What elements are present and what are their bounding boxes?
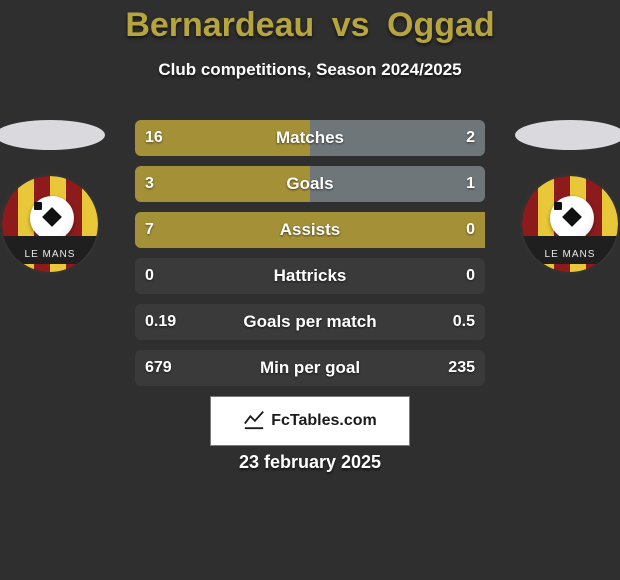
comparison-infographic: Bernardeau vs Oggad Club competitions, S… <box>0 0 620 580</box>
chart-icon <box>243 408 265 435</box>
stat-label: Goals <box>135 166 485 202</box>
stat-label: Goals per match <box>135 304 485 340</box>
stat-row: 70Assists <box>135 212 485 248</box>
stat-label: Assists <box>135 212 485 248</box>
stat-label: Hattricks <box>135 258 485 294</box>
crest-text: LE MANS <box>522 236 618 264</box>
subtitle: Club competitions, Season 2024/2025 <box>0 60 620 80</box>
player1-shadow-ellipse <box>0 120 105 150</box>
stat-label: Min per goal <box>135 350 485 386</box>
stats-table: 162Matches 31Goals 70Assists 00Hattricks 0.1… <box>135 120 485 396</box>
player1-club-crest: 72 LE MANS <box>0 174 100 274</box>
date-label: 23 february 2025 <box>0 452 620 473</box>
stat-row: 679235Min per goal <box>135 350 485 386</box>
page-title: Bernardeau vs Oggad <box>0 6 620 45</box>
stat-row: 162Matches <box>135 120 485 156</box>
attribution-badge: FcTables.com <box>210 396 410 446</box>
attribution-text: FcTables.com <box>271 412 377 430</box>
player2-badge-area: 72 LE MANS <box>510 80 620 380</box>
stat-row: 00Hattricks <box>135 258 485 294</box>
title-vs: vs <box>332 6 370 44</box>
player1-badge-area: 72 LE MANS <box>0 80 110 380</box>
player2-shadow-ellipse <box>515 120 620 150</box>
player2-club-crest: 72 LE MANS <box>520 174 620 274</box>
stat-label: Matches <box>135 120 485 156</box>
title-player1: Bernardeau <box>125 6 314 44</box>
stat-row: 31Goals <box>135 166 485 202</box>
stat-row: 0.190.5Goals per match <box>135 304 485 340</box>
crest-text: LE MANS <box>2 236 98 264</box>
title-player2: Oggad <box>387 6 495 44</box>
